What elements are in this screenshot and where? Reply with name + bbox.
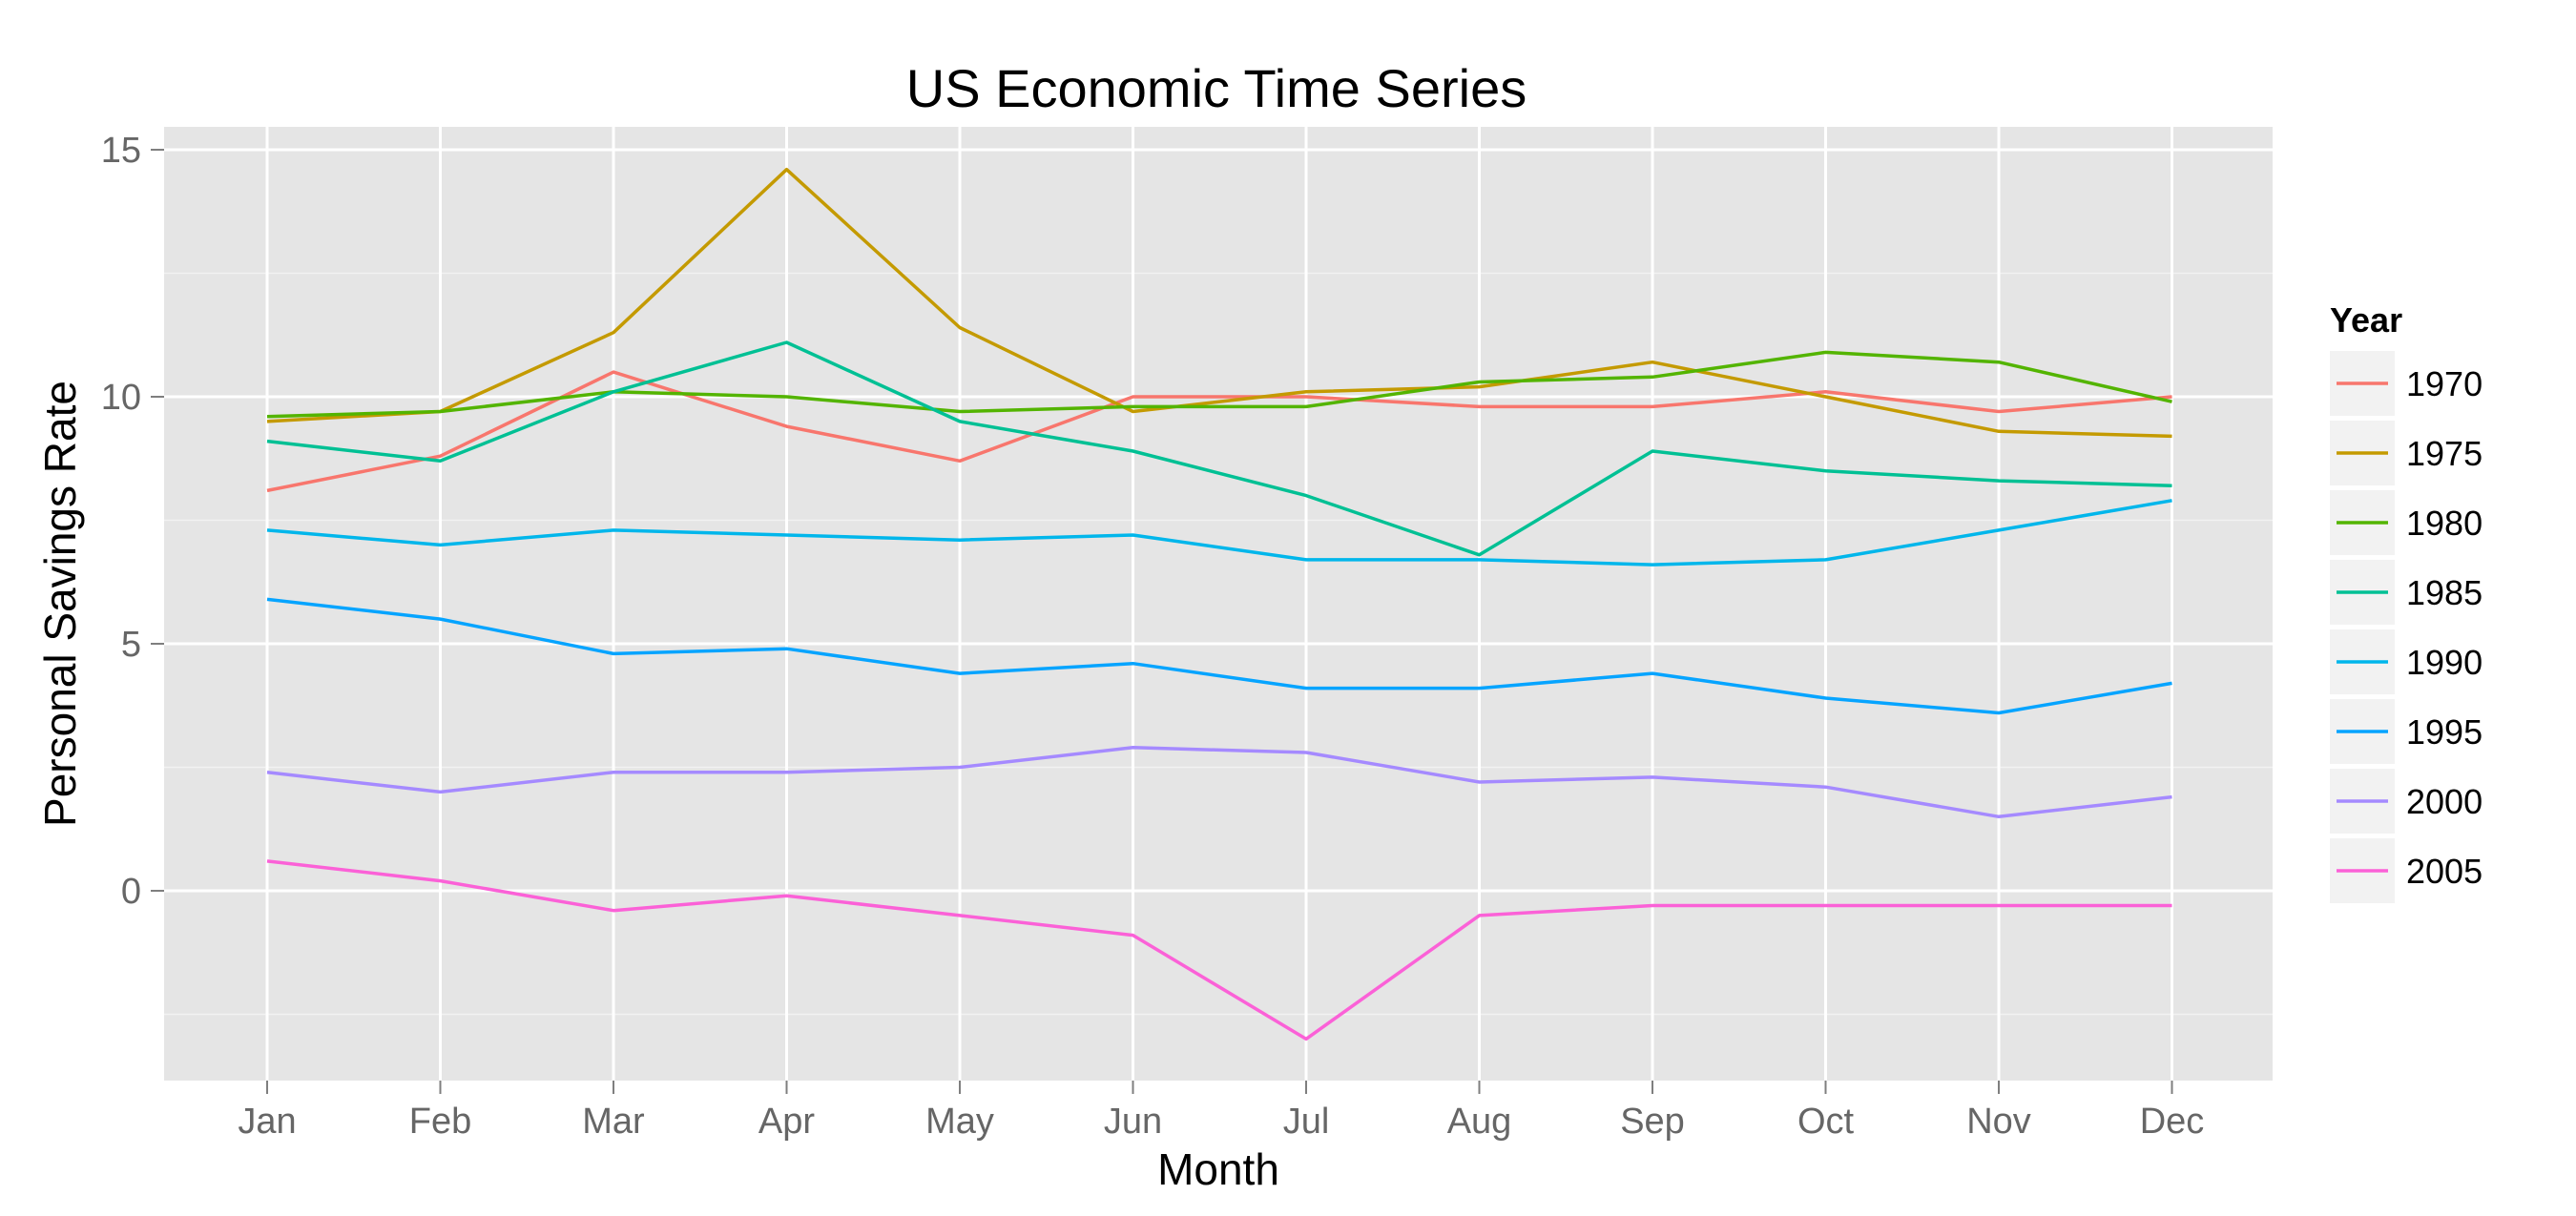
series-lines xyxy=(266,167,2172,1041)
y-tick-label: 0 xyxy=(121,872,141,912)
chart-title: US Economic Time Series xyxy=(906,58,1527,118)
series-line-1970 xyxy=(266,370,2172,493)
y-axis: 0 5 10 15 xyxy=(101,131,164,912)
x-tick-label: Sep xyxy=(1620,1102,1685,1142)
legend-label-1985: 1985 xyxy=(2406,573,2483,612)
x-axis-title: Month xyxy=(1157,1144,1279,1194)
legend-label-1980: 1980 xyxy=(2406,504,2483,543)
legend: Year 1970 1975 1980 1985 1990 1995 2000 2005 xyxy=(2330,300,2483,903)
series-line-1985 xyxy=(266,340,2172,557)
series-line-2000 xyxy=(266,746,2172,819)
x-tick-label: Jun xyxy=(1104,1102,1162,1142)
grid-minor xyxy=(164,272,2273,1016)
series-line-1980 xyxy=(266,350,2172,419)
x-tick-label: Feb xyxy=(409,1102,471,1142)
x-tick-label: May xyxy=(925,1102,994,1142)
x-tick-label: Dec xyxy=(2140,1102,2205,1142)
series-line-1990 xyxy=(266,499,2172,567)
series-line-1995 xyxy=(266,597,2172,715)
x-axis: Jan Feb Mar Apr May Jun Jul Aug Sep Oct Nov Dec xyxy=(238,1081,2204,1142)
x-tick-label: Aug xyxy=(1447,1102,1512,1142)
series-line-2005 xyxy=(266,859,2172,1041)
series-line-1975 xyxy=(266,167,2172,439)
y-tick-label: 15 xyxy=(101,131,141,171)
x-tick-label: Oct xyxy=(1797,1102,1855,1142)
y-tick-label: 10 xyxy=(101,378,141,418)
legend-title: Year xyxy=(2330,300,2402,340)
x-tick-label: Apr xyxy=(758,1102,815,1142)
legend-label-2000: 2000 xyxy=(2406,782,2483,821)
legend-label-1995: 1995 xyxy=(2406,712,2483,752)
y-tick-label: 5 xyxy=(121,625,141,665)
x-tick-label: Jul xyxy=(1283,1102,1330,1142)
x-tick-label: Mar xyxy=(582,1102,645,1142)
grid-major xyxy=(164,127,2273,1081)
legend-label-2005: 2005 xyxy=(2406,852,2483,891)
legend-label-1970: 1970 xyxy=(2406,364,2483,403)
x-tick-label: Nov xyxy=(1966,1102,2031,1142)
legend-label-1975: 1975 xyxy=(2406,434,2483,473)
legend-label-1990: 1990 xyxy=(2406,643,2483,682)
plot-panel xyxy=(164,127,2273,1081)
legend-items: 1970 1975 1980 1985 1990 1995 2000 2005 xyxy=(2330,351,2483,903)
x-tick-label: Jan xyxy=(238,1102,296,1142)
y-axis-title: Personal Savings Rate xyxy=(35,381,85,827)
